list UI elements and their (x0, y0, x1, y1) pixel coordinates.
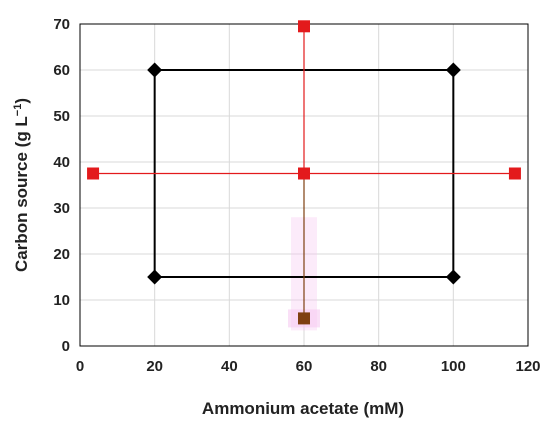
square-point-1 (298, 167, 310, 180)
y-tick-label-10: 10 (53, 292, 70, 309)
x-tick-label-80: 80 (370, 358, 387, 375)
x-tick-label-20: 20 (146, 358, 163, 375)
y-tick-label-0: 0 (62, 338, 70, 355)
x-tick-label-120: 120 (515, 358, 540, 375)
y-tick-label-40: 40 (53, 154, 70, 171)
diamond-point-0 (147, 62, 163, 78)
y-tick-label-30: 30 (53, 200, 70, 217)
square-point-3 (298, 20, 310, 33)
low-square-point-0 (298, 312, 310, 325)
square-point-2 (508, 167, 521, 180)
x-tick-label-0: 0 (76, 358, 84, 375)
x-tick-label-40: 40 (221, 358, 238, 375)
x-tick-label-100: 100 (441, 358, 466, 375)
y-axis-title: Carbon source (g L−1) (12, 98, 31, 272)
y-axis-title-main: Carbon source (g L (12, 116, 31, 272)
diamond-point-1 (445, 62, 461, 78)
y-axis-title-superscript: −1 (12, 104, 24, 117)
data-points (87, 20, 521, 325)
x-tick-label-60: 60 (296, 358, 313, 375)
y-tick-label-20: 20 (53, 246, 70, 263)
diamond-point-2 (445, 269, 461, 285)
tick-labels: 0 20 40 60 80 100 120 0 10 20 30 40 50 60 70 (53, 16, 540, 375)
square-point-0 (87, 167, 100, 180)
y-tick-label-50: 50 (53, 108, 70, 125)
x-axis-title: Ammonium acetate (mM) (202, 399, 404, 418)
y-tick-label-70: 70 (53, 16, 70, 33)
y-tick-label-60: 60 (53, 62, 70, 79)
diamond-point-3 (147, 269, 163, 285)
y-axis-title-close: ) (12, 98, 31, 104)
